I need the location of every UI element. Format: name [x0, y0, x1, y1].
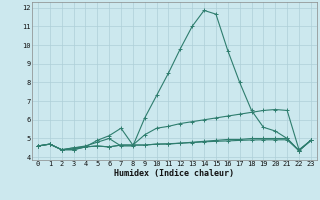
X-axis label: Humidex (Indice chaleur): Humidex (Indice chaleur) — [115, 169, 234, 178]
